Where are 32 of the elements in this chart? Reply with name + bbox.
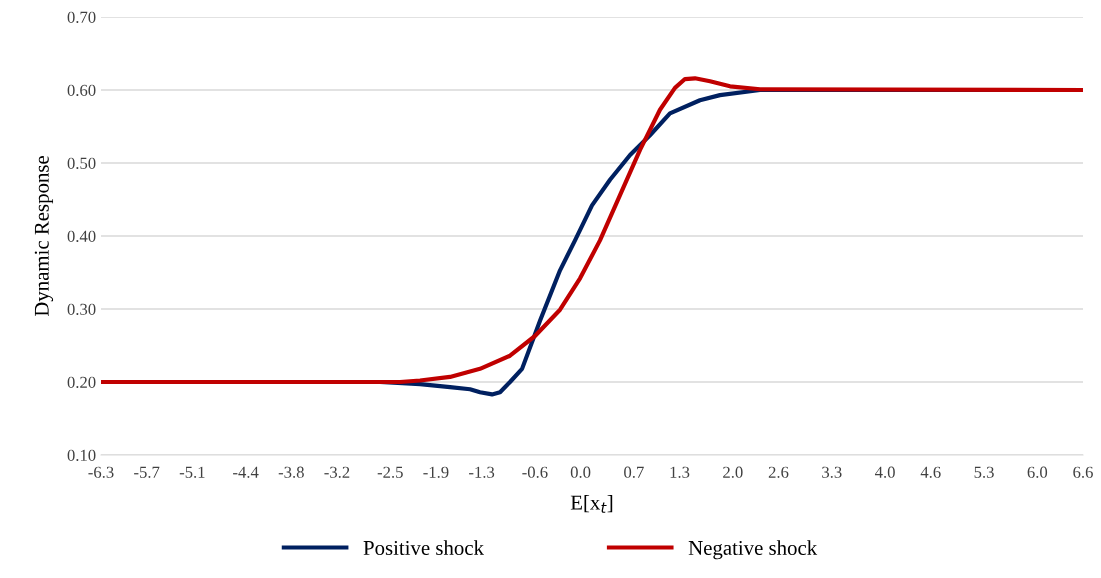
x-axis-title: E[x$_{t}$] (570, 494, 613, 513)
x-tick-label: -4.4 (233, 466, 259, 478)
x-tick-label: -2.5 (377, 466, 403, 478)
x-tick-label: 0.0 (570, 466, 591, 478)
x-tick-label: 1.3 (670, 466, 690, 478)
y-tick-label: 0.60 (67, 84, 96, 97)
legend-label: Positive shock (363, 540, 484, 555)
y-tick-label: 0.50 (67, 157, 96, 170)
x-tick-label: -3.2 (324, 466, 350, 478)
x-tick-label: -5.1 (179, 466, 205, 478)
y-tick-label: 0.30 (67, 303, 96, 316)
x-tick-label: 2.0 (723, 466, 743, 478)
x-tick-label: 6.6 (1073, 466, 1093, 478)
y-tick-label: 0.70 (67, 11, 96, 24)
x-tick-label: 4.6 (920, 466, 941, 478)
x-tick-label: -6.3 (88, 466, 114, 478)
x-tick-label: 5.3 (974, 466, 994, 478)
y-tick-label: 0.20 (67, 376, 96, 389)
x-tick-label: 3.3 (822, 466, 842, 478)
x-tick-label: 4.0 (874, 466, 895, 478)
x-tick-label: 0.7 (624, 466, 644, 478)
x-tick-label: -3.8 (278, 466, 304, 478)
x-tick-label: -0.6 (522, 466, 548, 478)
y-axis-title: Dynamic Response (34, 156, 54, 317)
x-tick-label: -5.7 (134, 466, 160, 478)
x-tick-label: -1.3 (469, 466, 495, 478)
y-tick-label: 0.40 (67, 230, 96, 243)
x-tick-label: 6.0 (1027, 466, 1048, 478)
x-tick-label: -1.9 (423, 466, 449, 478)
legend-label: Negative shock (688, 540, 818, 560)
x-tick-label: 2.6 (768, 466, 789, 478)
y-tick-label: 0.10 (67, 449, 96, 462)
